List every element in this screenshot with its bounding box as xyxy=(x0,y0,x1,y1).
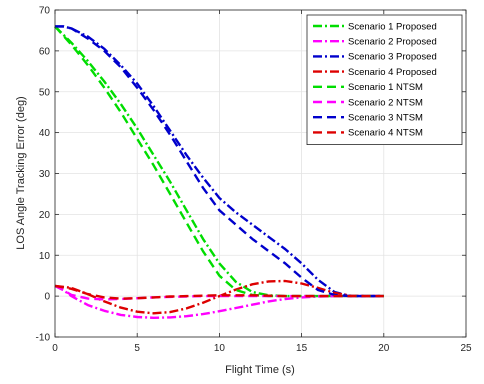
legend: Scenario 1 Proposed Scenario 2 Proposed Sc… xyxy=(306,14,463,146)
series-line-4 xyxy=(54,279,384,315)
x-tick-label: 10 xyxy=(214,343,226,354)
legend-entry: Scenario 2 NTSM xyxy=(348,97,423,108)
x-tick-label: 5 xyxy=(134,343,140,354)
y-tick-label: 60 xyxy=(39,46,51,57)
x-tick-label: 20 xyxy=(378,343,390,354)
y-tick-label: 20 xyxy=(39,210,51,221)
legend-entry: Scenario 3 NTSM xyxy=(348,113,423,124)
x-tick-label: 25 xyxy=(460,343,472,354)
legend-entry: Scenario 2 Proposed xyxy=(348,37,437,48)
legend-entry: Scenario 1 Proposed xyxy=(348,21,437,32)
series-line-3 xyxy=(55,25,384,298)
y-tick-label: 70 xyxy=(39,6,51,17)
y-tick-label: 40 xyxy=(39,128,51,139)
series-lines xyxy=(54,25,384,319)
series-line-7 xyxy=(55,25,384,298)
legend-entry: Scenario 3 Proposed xyxy=(348,52,437,63)
y-tick-label: 10 xyxy=(39,251,51,262)
x-axis-label: Flight Time (s) xyxy=(225,364,295,376)
x-tick-label: 15 xyxy=(296,343,308,354)
legend-box xyxy=(306,14,463,146)
legend-entry: Scenario 4 NTSM xyxy=(348,128,423,139)
y-tick-label: 30 xyxy=(39,169,51,180)
x-tick-label: 0 xyxy=(52,343,58,354)
series-line-5 xyxy=(54,25,384,298)
series-line-8 xyxy=(54,284,384,300)
legend-entry: Scenario 1 NTSM xyxy=(348,82,423,93)
y-tick-label: 50 xyxy=(39,87,51,98)
y-axis-label: LOS Angle Tracking Error (deg) xyxy=(15,96,27,249)
y-tick-label: -10 xyxy=(36,333,51,344)
y-tick-label: 0 xyxy=(44,292,50,303)
legend-entry: Scenario 4 Proposed xyxy=(348,67,437,78)
